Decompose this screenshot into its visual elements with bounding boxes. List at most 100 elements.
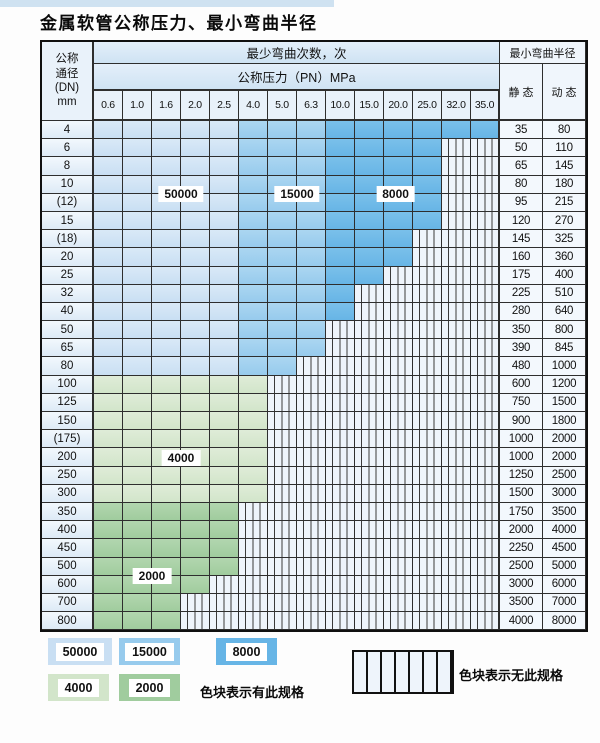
spec-cell <box>210 139 239 158</box>
no-spec-cell <box>384 502 413 522</box>
static-value-cell: 480 <box>500 357 543 376</box>
dn-cell: 200 <box>42 448 94 467</box>
spec-cell <box>413 157 442 176</box>
legend-swatch-15000: 15000 <box>119 638 180 665</box>
no-spec-cell <box>297 412 326 431</box>
dn-cell: 100 <box>42 375 94 394</box>
spec-cell <box>94 521 123 540</box>
spec-cell <box>384 230 413 249</box>
spec-cell <box>152 339 181 358</box>
dynamic-value-cell: 1200 <box>543 375 586 394</box>
no-spec-cell <box>297 466 326 485</box>
spec-cell <box>181 502 210 522</box>
no-spec-cell <box>181 593 210 613</box>
spec-cell <box>123 302 152 322</box>
no-spec-cell <box>442 412 471 431</box>
spec-cell <box>239 484 268 503</box>
spec-cell <box>239 157 268 176</box>
spec-cell <box>94 539 123 558</box>
no-spec-cell <box>268 575 297 594</box>
no-spec-cell <box>326 375 355 394</box>
spec-cell <box>152 139 181 158</box>
no-spec-cell <box>442 175 471 194</box>
bend-cycles-header: 最少弯曲次数，次 <box>94 42 500 64</box>
pressure-col-header: 25.0 <box>413 91 442 121</box>
no-spec-cell <box>268 375 297 394</box>
no-spec-cell <box>413 521 442 540</box>
spec-cell <box>355 248 384 267</box>
spec-cell <box>326 175 355 194</box>
spec-cell <box>94 139 123 158</box>
dn-cell: (12) <box>42 193 94 212</box>
no-spec-cell <box>384 357 413 376</box>
spec-cell <box>94 321 123 340</box>
spec-cell <box>152 484 181 503</box>
no-spec-cell <box>297 357 326 376</box>
spec-cell <box>94 175 123 194</box>
dynamic-value-cell: 3000 <box>543 484 586 503</box>
no-spec-cell <box>326 357 355 376</box>
spec-cell <box>123 539 152 558</box>
static-header: 静 态 <box>500 64 543 121</box>
no-spec-cell <box>413 484 442 503</box>
spec-cell <box>123 375 152 394</box>
spec-cell <box>268 284 297 303</box>
no-spec-cell <box>442 521 471 540</box>
no-spec-cell <box>442 321 471 340</box>
pressure-col-header: 2.5 <box>210 91 239 121</box>
no-spec-cell <box>355 593 384 613</box>
spec-cell <box>239 121 268 140</box>
spec-cell <box>152 302 181 322</box>
no-spec-cell <box>384 612 413 631</box>
spec-cell <box>239 175 268 194</box>
spec-cell <box>123 193 152 212</box>
dn-cell: 15 <box>42 211 94 231</box>
no-spec-cell <box>210 575 239 594</box>
spec-cell <box>326 157 355 176</box>
dynamic-value-cell: 180 <box>543 175 586 194</box>
legend-swatch-4000: 4000 <box>48 674 109 701</box>
spec-cell <box>181 157 210 176</box>
spec-cell <box>471 121 500 140</box>
dn-cell: (175) <box>42 430 94 449</box>
no-spec-cell <box>210 612 239 631</box>
spec-cell <box>152 430 181 449</box>
no-spec-cell <box>442 539 471 558</box>
spec-cell <box>268 302 297 322</box>
spec-cell <box>239 193 268 212</box>
static-value-cell: 175 <box>500 266 543 285</box>
spec-cell <box>326 121 355 140</box>
spec-cell <box>181 211 210 231</box>
spec-cell <box>268 211 297 231</box>
no-spec-cell <box>326 412 355 431</box>
dynamic-value-cell: 5000 <box>543 557 586 576</box>
spec-cell <box>94 466 123 485</box>
spec-cell <box>94 248 123 267</box>
no-spec-cell <box>442 466 471 485</box>
dn-cell: 32 <box>42 284 94 303</box>
pressure-col-header: 15.0 <box>355 91 384 121</box>
spec-cell <box>384 248 413 267</box>
dn-cell: 400 <box>42 521 94 540</box>
radius-header: 最小弯曲半径 <box>500 42 586 64</box>
spec-cell <box>239 339 268 358</box>
spec-cell <box>123 230 152 249</box>
dn-cell: 800 <box>42 612 94 631</box>
spec-cell <box>152 612 181 631</box>
no-spec-cell <box>384 521 413 540</box>
spec-cell <box>326 248 355 267</box>
no-spec-cell <box>471 248 500 267</box>
spec-cell <box>268 248 297 267</box>
dynamic-value-cell: 215 <box>543 193 586 212</box>
static-value-cell: 600 <box>500 375 543 394</box>
no-spec-cell <box>471 339 500 358</box>
spec-cell <box>210 539 239 558</box>
no-spec-cell <box>442 393 471 412</box>
cycle-count-label: 15000 <box>274 185 320 202</box>
no-spec-cell <box>471 375 500 394</box>
no-spec-cell <box>181 612 210 631</box>
no-spec-cell <box>471 211 500 231</box>
spec-cell <box>210 557 239 576</box>
static-value-cell: 1000 <box>500 448 543 467</box>
no-spec-cell <box>268 557 297 576</box>
